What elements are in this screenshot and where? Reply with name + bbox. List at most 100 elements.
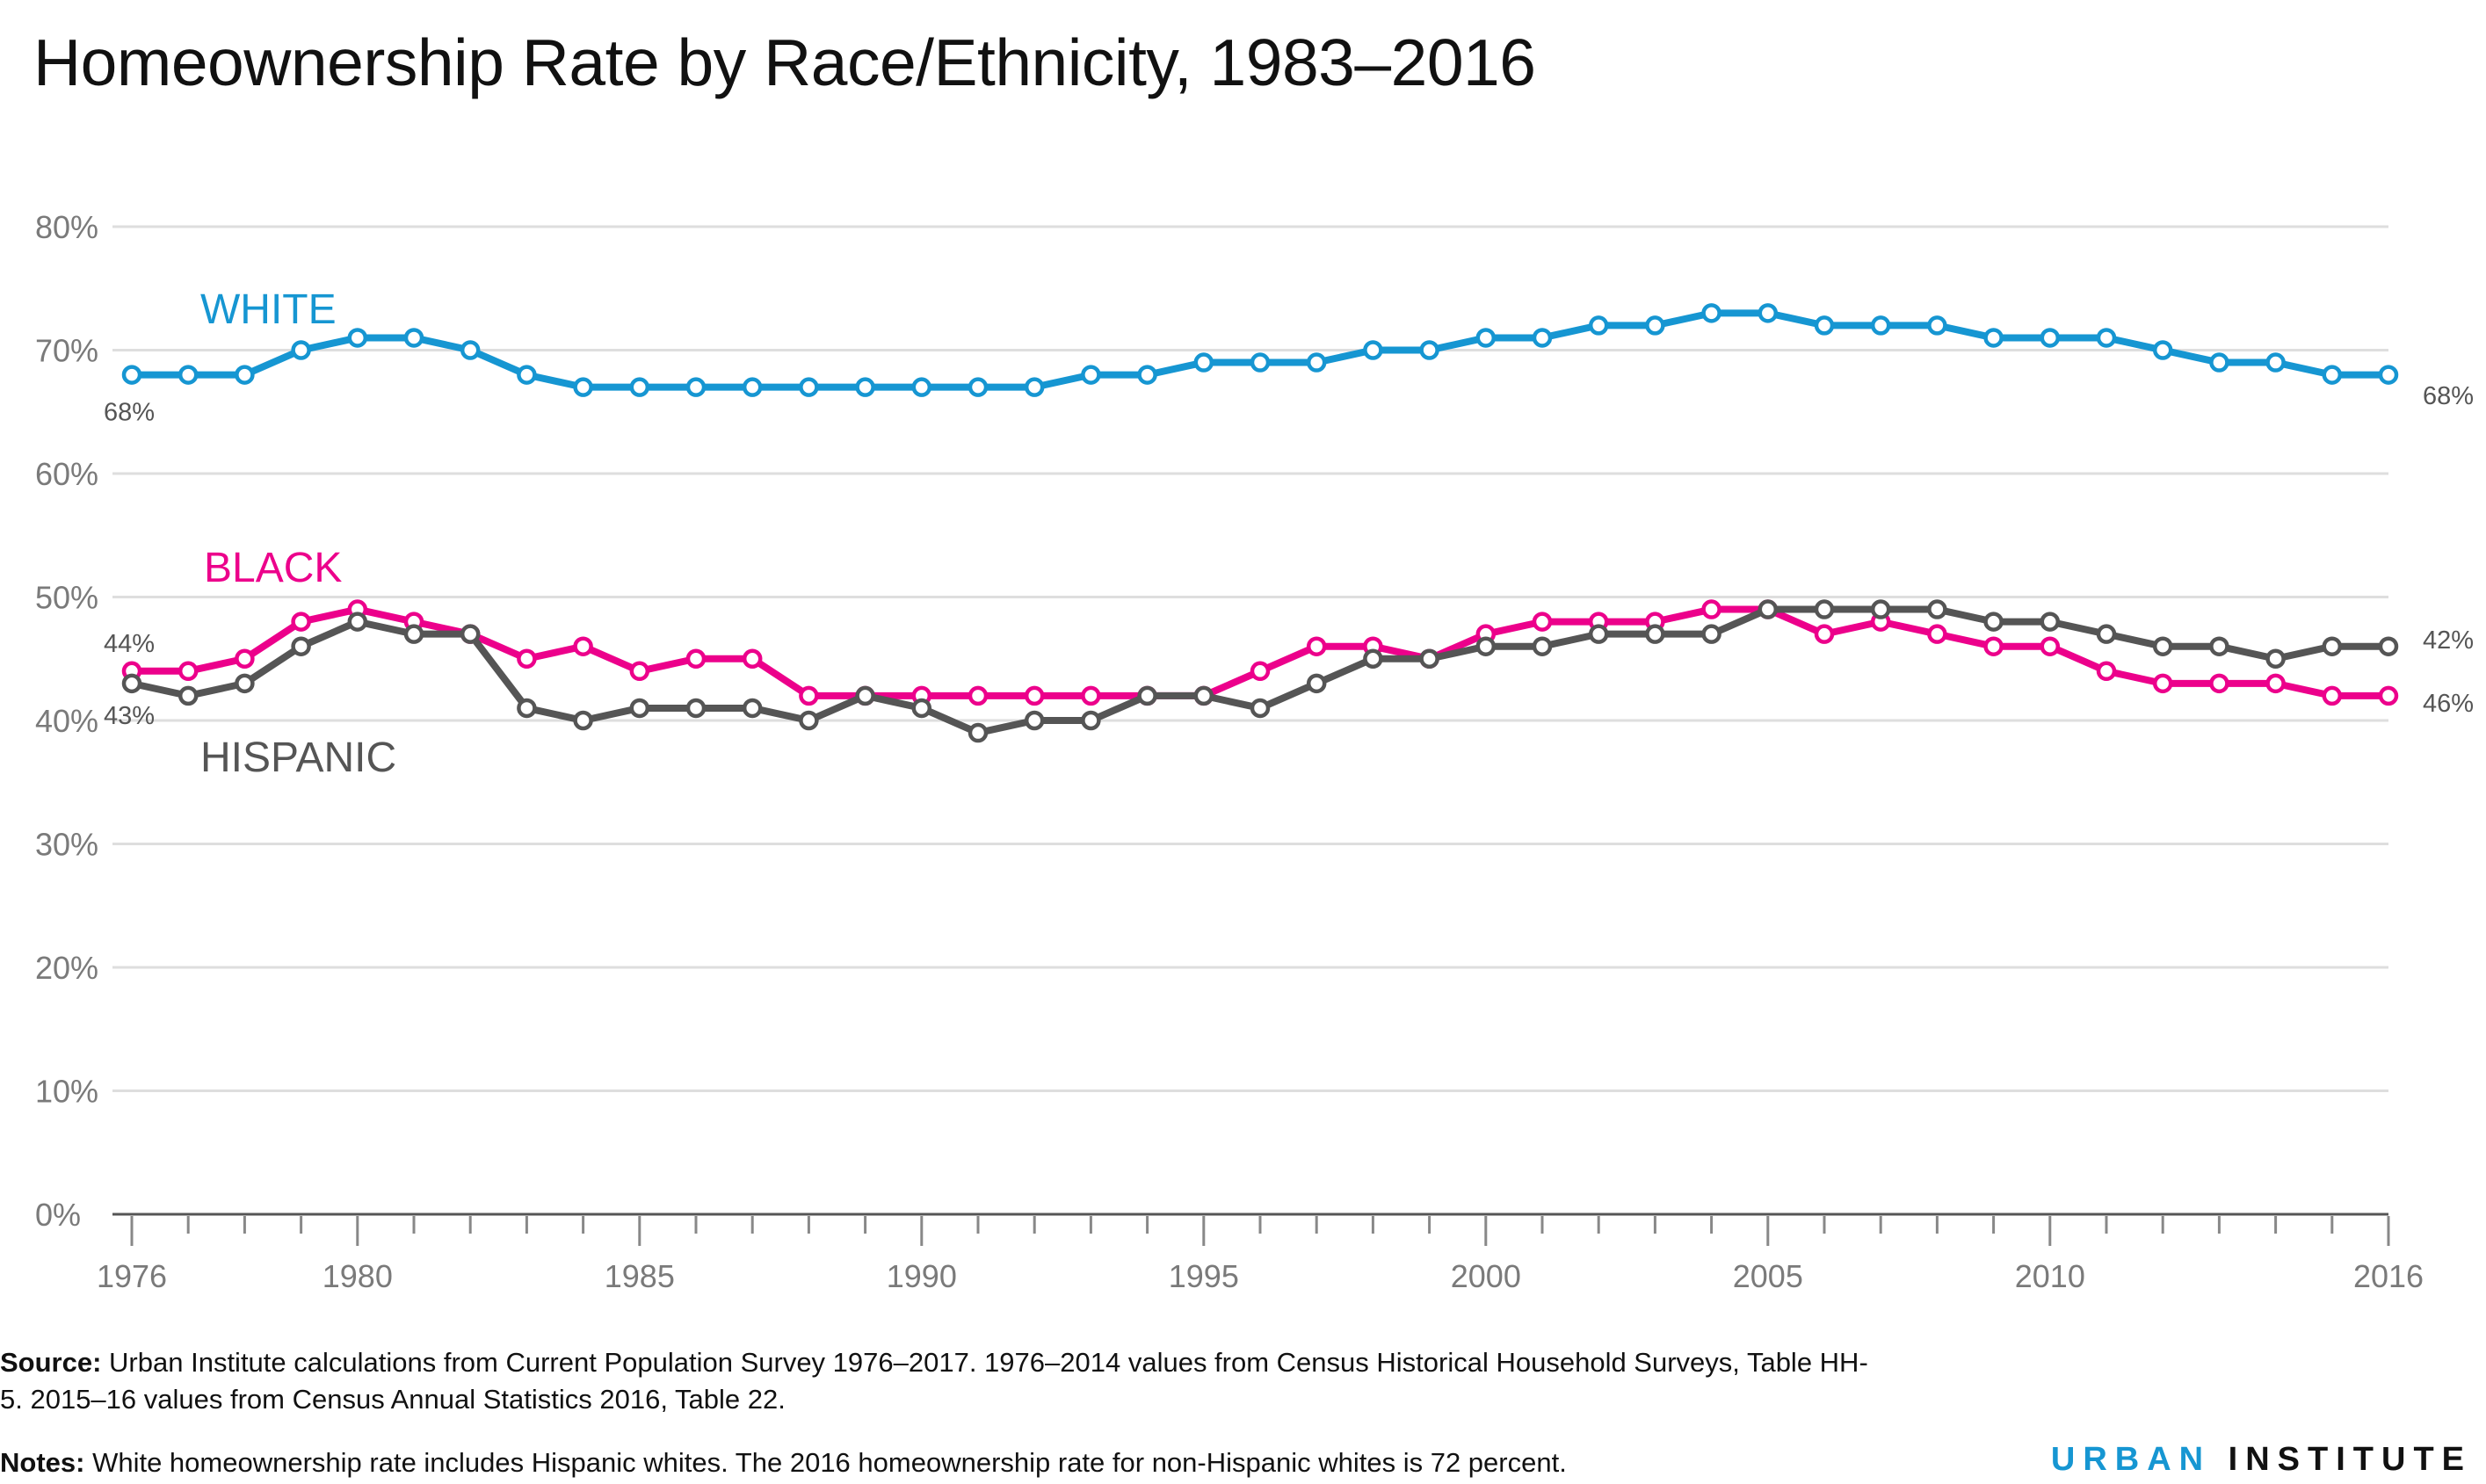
source-note: Source: Urban Institute calculations fro… <box>0 1344 1889 1418</box>
hispanic-point <box>1419 648 1439 669</box>
hispanic-point <box>291 636 311 656</box>
y-tick-label: 40% <box>35 703 98 739</box>
y-tick-label: 30% <box>35 827 98 863</box>
hispanic-point <box>1870 599 1891 619</box>
y-tick-label: 0% <box>35 1197 81 1233</box>
hispanic-point <box>517 698 537 719</box>
hispanic-point <box>1983 612 2004 632</box>
white-point <box>2378 365 2399 385</box>
white-point <box>1250 352 1271 373</box>
white-start-label: 68% <box>104 399 155 427</box>
y-tick-label: 20% <box>35 950 98 986</box>
black-point <box>2322 685 2343 706</box>
hispanic-point <box>742 698 763 719</box>
hispanic-point <box>1024 710 1045 731</box>
black-point <box>1701 599 1721 619</box>
white-point <box>968 377 989 397</box>
black-point <box>235 648 255 669</box>
series-layer <box>121 303 2399 743</box>
chart-title: Homeownership Rate by Race/Ethnicity, 19… <box>33 25 1536 99</box>
black-point <box>629 661 650 682</box>
white-point <box>685 377 707 397</box>
hispanic-point <box>178 685 199 706</box>
white-point <box>1193 352 1214 373</box>
white-point <box>235 365 255 385</box>
white-point <box>121 365 142 385</box>
brand-logo: URBAN INSTITUTE <box>2051 1441 2472 1479</box>
hispanic-point <box>1306 673 1327 694</box>
black-point <box>1983 636 2004 656</box>
hispanic-point <box>1193 685 1214 706</box>
white-point <box>1645 315 1665 336</box>
black-point <box>1250 661 1271 682</box>
y-tick-label: 70% <box>35 333 98 369</box>
hispanic-point <box>1701 624 1721 644</box>
grid-layer: 0% 10% 20% 30% 40% 50% 60% 70% 80% <box>35 209 2388 1233</box>
black-point <box>2378 685 2399 706</box>
notes-label: Notes: <box>0 1447 85 1478</box>
x-axis: 1976 1980 1985 1990 1995 2000 2005 2010 2016 <box>97 1216 2424 1294</box>
white-point <box>1588 315 1609 336</box>
white-point <box>2209 352 2229 373</box>
white-point <box>2040 328 2061 348</box>
black-point <box>291 612 311 632</box>
black-point <box>968 685 989 706</box>
hispanic-point <box>968 722 989 743</box>
black-start-label: 44% <box>104 630 155 658</box>
y-tick-label: 50% <box>35 580 98 616</box>
hispanic-point <box>855 685 875 706</box>
white-point <box>1870 315 1891 336</box>
white-point <box>347 328 368 348</box>
hispanic-point <box>1137 685 1157 706</box>
brand-word-urban: URBAN <box>2050 1441 2212 1478</box>
hispanic-point <box>1645 624 1665 644</box>
hispanic-point <box>1588 624 1609 644</box>
hispanic-point <box>403 624 424 644</box>
white-point <box>1137 365 1157 385</box>
brand-word-institute: INSTITUTE <box>2228 1441 2472 1478</box>
black-point <box>178 661 199 682</box>
white-point <box>1306 352 1327 373</box>
white-point <box>742 377 763 397</box>
y-tick-label: 80% <box>35 209 98 245</box>
hispanic-point <box>911 698 932 719</box>
hispanic-point <box>235 673 255 694</box>
x-tick-label: 2000 <box>1451 1258 1521 1294</box>
hispanic-point <box>629 698 650 719</box>
black-point <box>1532 612 1553 632</box>
white-point <box>911 377 932 397</box>
black-point <box>2040 636 2061 656</box>
black-point <box>2096 661 2117 682</box>
hispanic-point <box>2265 648 2286 669</box>
label-layer: WHITE 68% 68% BLACK 44% 42% HISPANIC 43% 46% <box>104 286 2474 781</box>
black-point <box>1306 636 1327 656</box>
hispanic-point <box>2096 624 2117 644</box>
hispanic-point <box>2322 636 2343 656</box>
white-point <box>1532 328 1553 348</box>
black-point <box>685 648 707 669</box>
x-tick-label: 2005 <box>1733 1258 1803 1294</box>
hispanic-point <box>1363 648 1383 669</box>
white-series-label: WHITE <box>200 286 337 333</box>
white-point <box>2322 365 2343 385</box>
series-white <box>121 303 2399 397</box>
hispanic-point <box>1927 599 1947 619</box>
black-end-label: 42% <box>2423 626 2474 655</box>
white-point <box>2152 340 2173 360</box>
source-label: Source: <box>0 1347 102 1378</box>
white-point <box>1363 340 1383 360</box>
white-point <box>1983 328 2004 348</box>
white-point <box>178 365 199 385</box>
white-point <box>1927 315 1947 336</box>
hispanic-start-label: 43% <box>104 702 155 730</box>
white-point <box>629 377 650 397</box>
hispanic-point <box>573 710 593 731</box>
notes-text: White homeownership rate includes Hispan… <box>92 1447 1567 1478</box>
black-point <box>1024 685 1045 706</box>
black-point <box>742 648 763 669</box>
x-tick-label: 1990 <box>887 1258 957 1294</box>
hispanic-point <box>347 612 368 632</box>
white-point <box>2096 328 2117 348</box>
black-point <box>2209 673 2229 694</box>
notes-note: Notes: White homeownership rate includes… <box>0 1444 1567 1481</box>
